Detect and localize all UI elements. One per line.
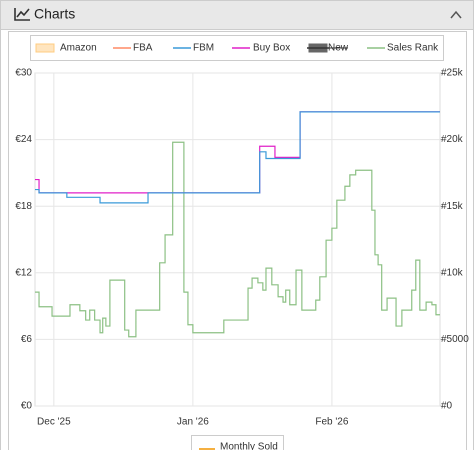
y-tick-label: €18 bbox=[15, 201, 32, 212]
y2-tick-label: #15k bbox=[441, 201, 464, 212]
y2-tick-label: #10k bbox=[441, 267, 464, 278]
legend-label[interactable]: FBM bbox=[193, 43, 214, 54]
legend-label[interactable]: Monthly Sold bbox=[220, 442, 278, 450]
legend-label[interactable]: New bbox=[328, 43, 349, 54]
series-line bbox=[35, 141, 440, 338]
series-line bbox=[35, 111, 440, 204]
y-tick-label: €12 bbox=[15, 267, 32, 278]
y2-tick-label: #20k bbox=[441, 134, 464, 145]
panel-title: Charts bbox=[34, 6, 75, 22]
chart-icon bbox=[14, 8, 30, 21]
y-tick-label: €6 bbox=[21, 334, 33, 345]
y2-tick-label: #5000 bbox=[441, 334, 469, 345]
x-tick-label: Jan '26 bbox=[177, 417, 209, 428]
collapse-button[interactable] bbox=[450, 10, 462, 19]
legend-label[interactable]: Buy Box bbox=[253, 43, 290, 54]
y2-tick-label: #0 bbox=[441, 401, 453, 412]
y-tick-label: €0 bbox=[21, 401, 33, 412]
x-tick-label: Dec '25 bbox=[37, 417, 71, 428]
legend-label[interactable]: FBA bbox=[133, 43, 153, 54]
legend-swatch[interactable] bbox=[35, 43, 55, 53]
x-tick-label: Feb '26 bbox=[315, 417, 348, 428]
legend-label[interactable]: Sales Rank bbox=[387, 43, 439, 54]
y-tick-label: €30 bbox=[15, 68, 32, 79]
y2-tick-label: #25k bbox=[441, 68, 464, 79]
plot-area bbox=[34, 72, 441, 407]
panel-header[interactable] bbox=[0, 0, 474, 30]
bottom-legend-box bbox=[191, 435, 284, 450]
y-tick-label: €24 bbox=[15, 134, 32, 145]
legend-label[interactable]: Amazon bbox=[60, 43, 97, 54]
